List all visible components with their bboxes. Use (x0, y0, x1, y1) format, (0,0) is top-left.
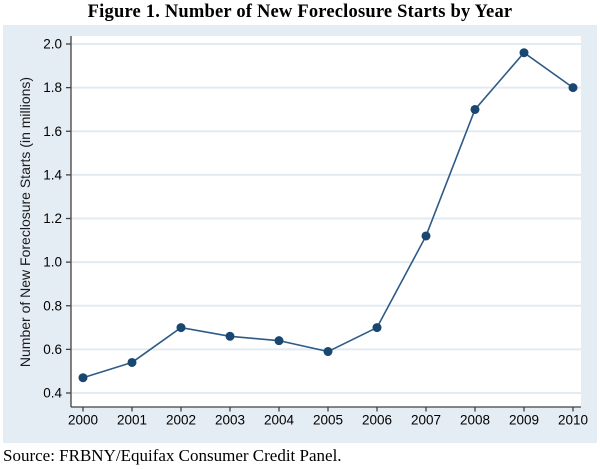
x-tick-label: 2008 (460, 413, 490, 428)
source-note: Source: FRBNY/Equifax Consumer Credit Pa… (3, 446, 342, 465)
x-tick-label: 2004 (264, 413, 295, 428)
y-tick-label: 1.8 (43, 80, 62, 95)
x-tick-label: 2001 (117, 413, 147, 428)
line-chart: 0.4 0.6 0.8 1.0 1.2 1.4 1.6 1.8 2.0 2000 2001 2002 2… (3, 25, 597, 443)
data-point (127, 357, 137, 367)
chart-region: 0.4 0.6 0.8 1.0 1.2 1.4 1.6 1.8 2.0 2000 2001 2002 2… (3, 25, 597, 443)
y-tick-label: 1.2 (43, 211, 62, 226)
x-tick-label: 2009 (509, 413, 539, 428)
x-tick-label: 2006 (362, 413, 392, 428)
y-tick-label: 0.8 (43, 298, 62, 313)
data-point (323, 347, 333, 357)
data-point (568, 83, 578, 93)
x-tick-label: 2002 (166, 413, 196, 428)
y-tick-label: 1.4 (43, 167, 62, 182)
data-point (519, 48, 529, 58)
figure-title: Figure 1. Number of New Foreclosure Star… (87, 2, 513, 22)
data-point (225, 331, 235, 341)
data-point (78, 373, 88, 383)
y-tick-label: 0.4 (43, 386, 62, 401)
y-tick-label: 2.0 (43, 37, 62, 52)
x-tick-label: 2007 (411, 413, 441, 428)
x-tick-label: 2005 (313, 413, 343, 428)
x-tick-label: 2000 (68, 413, 98, 428)
x-tick-label: 2003 (215, 413, 245, 428)
data-point (274, 336, 284, 346)
y-tick-label: 0.6 (43, 342, 62, 357)
y-tick-label: 1.0 (43, 255, 62, 270)
data-point (421, 231, 431, 241)
y-tick-label: 1.6 (43, 124, 62, 139)
data-point (176, 323, 186, 333)
data-point (470, 104, 480, 114)
x-tick-label: 2010 (558, 413, 588, 428)
data-point (372, 323, 382, 333)
